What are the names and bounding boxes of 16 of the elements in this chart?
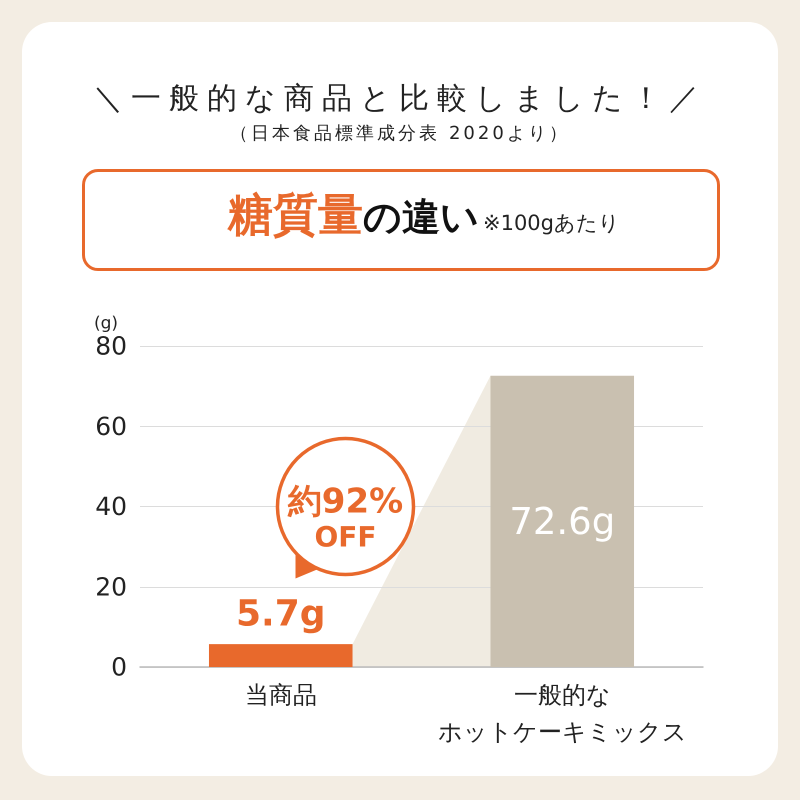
y-tick-label: 60 [95, 412, 127, 441]
text: の違い [362, 194, 479, 241]
y-tick-label: 0 [111, 652, 127, 682]
chart-subtitle: （日本食品標準成分表 2020より） [230, 123, 570, 144]
text: ※100gあたり [482, 210, 620, 237]
y-tick-label: 40 [95, 492, 127, 521]
data-label: 5.7g [236, 594, 326, 635]
x-tick-label: 一般的なホットケーキミックス [436, 680, 688, 748]
data-label: 72.6g [509, 500, 616, 543]
y-tick-label: 80 [95, 332, 127, 360]
chart-title: ＼一般的な商品と比較しました！／ [93, 81, 707, 116]
y-tick-label: 20 [95, 572, 127, 602]
y-axis-title: (g) [94, 314, 118, 334]
text: 糖質量 [228, 188, 363, 241]
annotation: 約92% OFF [286, 482, 404, 554]
x-tick-label: 当商品 [244, 680, 317, 711]
